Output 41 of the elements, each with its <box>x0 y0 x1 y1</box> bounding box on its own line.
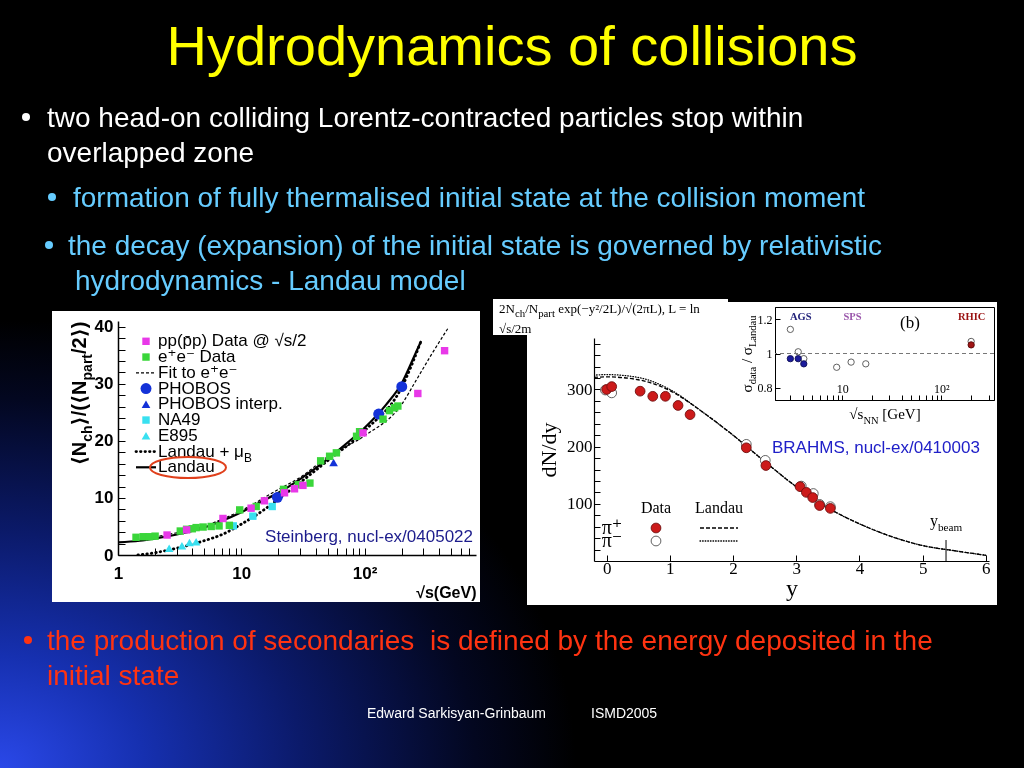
y-tick-label: 10 <box>94 488 114 508</box>
annotation: AGS <box>789 310 812 322</box>
x-tick-label: 10² <box>934 381 951 396</box>
x-tick-label: 6 <box>982 558 991 578</box>
x-tick-label: 10² <box>352 563 378 583</box>
x-tick-label: 4 <box>855 558 865 578</box>
x-tick-label: 5 <box>918 558 928 578</box>
text: the production of secondaries is defined by the energy deposited in the initial state <box>47 624 934 693</box>
ref-line-label: y$_{beam}$ <box>929 512 963 533</box>
text: ISMD2005 <box>591 704 658 722</box>
annotation: SPS <box>843 310 862 322</box>
text: the decay (expansion) of the initial state is governed by relativistic hydrodynamics - Landau model <box>68 229 883 298</box>
y-tick-label: 20 <box>94 431 114 451</box>
y-tick-label: 0 <box>104 545 114 565</box>
x-axis-title: √s(GeV) <box>416 583 477 601</box>
x-tick-label: 10 <box>232 563 252 583</box>
annotation: (b) <box>900 313 920 332</box>
text: Edward Sarkisyan-Grinbaum <box>367 704 546 722</box>
text: formation of fully thermalised initial state at the collision moment <box>73 181 866 215</box>
y-axis-title: dN/dy <box>536 422 561 478</box>
y-tick-label: 200 <box>567 437 593 457</box>
annotation: RHIC <box>957 310 986 322</box>
y-tick-label: 300 <box>567 379 593 399</box>
y-tick-label: 30 <box>94 374 114 394</box>
y-tick-label: 1 <box>766 347 773 361</box>
legend-label: pp(p̄p) Data @ √s/2 <box>158 331 307 351</box>
annotation: Steinberg, nucl-ex/0405022 <box>265 527 473 546</box>
annotation: Data <box>640 499 672 516</box>
text: Hydrodynamics of collisions <box>166 14 858 77</box>
annotation: Landau <box>695 499 743 516</box>
y-tick-label: 0.8 <box>757 381 773 396</box>
y-tick-label: 100 <box>567 494 593 514</box>
x-tick-label: 0 <box>602 558 612 578</box>
y-tick-label: 40 <box>94 317 114 337</box>
x-tick-label: 1 <box>666 558 675 578</box>
annotation: BRAHMS, nucl-ex/0410003 <box>772 438 980 457</box>
y-tick-label: 1.2 <box>757 312 773 327</box>
text: two head-on colliding Lorentz-contracted particles stop within overlapped zone <box>47 101 805 170</box>
text: 2N$_{ch}$/N$_{part}$ exp(−y²/2L)/√(2πL), L = ln √s/2m <box>499 301 700 336</box>
x-tick-label: 2 <box>729 558 738 578</box>
x-axis-title: √s$_{NN}$ [GeV] <box>849 406 921 426</box>
